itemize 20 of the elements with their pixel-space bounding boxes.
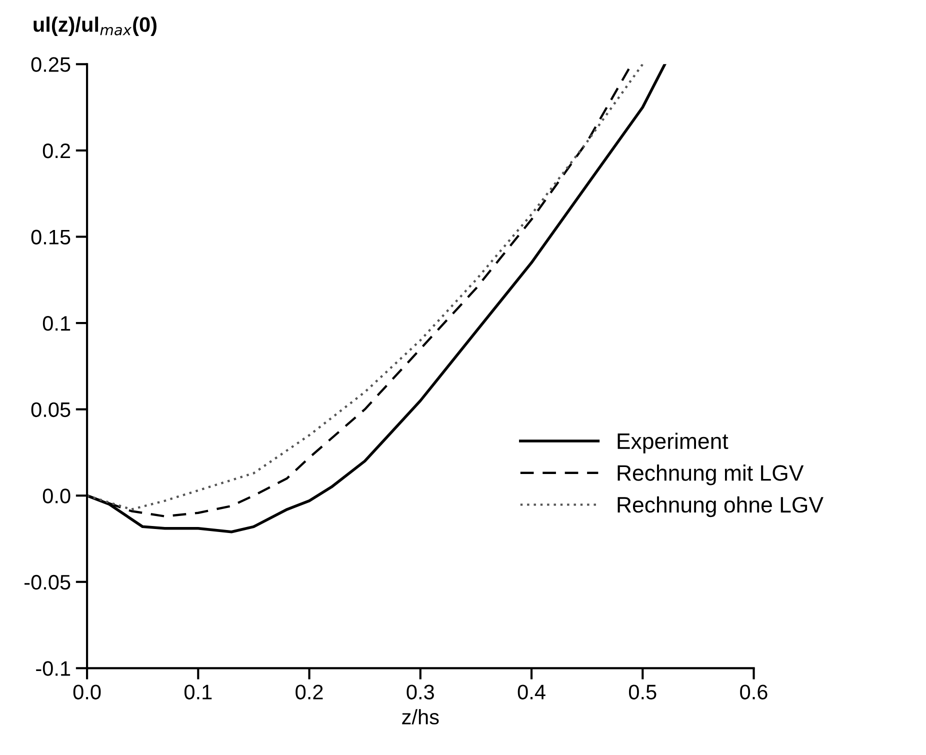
y-tick-label: 0.0 — [42, 488, 70, 504]
x-tick-label: 0.1 — [184, 684, 212, 700]
legend-label: Rechnung ohne LGV — [618, 496, 824, 518]
x-tick-label: 0.0 — [73, 684, 101, 700]
y-tick-label: -0.1 — [36, 661, 70, 676]
y-tick-label: 0.15 — [31, 230, 70, 244]
x-tick-label: 0.3 — [406, 684, 434, 700]
x-axis-title: z/hs — [402, 709, 439, 724]
legend-label: Experiment — [618, 432, 728, 454]
x-tick-label: 0.4 — [518, 684, 546, 700]
y-axis-title: ul(z)/ul$_{max}$(0) — [34, 16, 156, 36]
legend-label: Rechnung mit LGV — [618, 464, 804, 486]
x-tick-label: 0.6 — [740, 684, 768, 700]
y-tick-label: -0.05 — [24, 574, 70, 590]
y-tick-label: 0.05 — [31, 402, 70, 418]
x-tick-label: 0.2 — [296, 684, 323, 700]
y-tick-label: 0.1 — [42, 316, 70, 331]
y-tick-label: 0.2 — [42, 143, 70, 158]
y-tick-label: 0.25 — [31, 57, 70, 72]
x-tick-label: 0.5 — [628, 684, 656, 700]
